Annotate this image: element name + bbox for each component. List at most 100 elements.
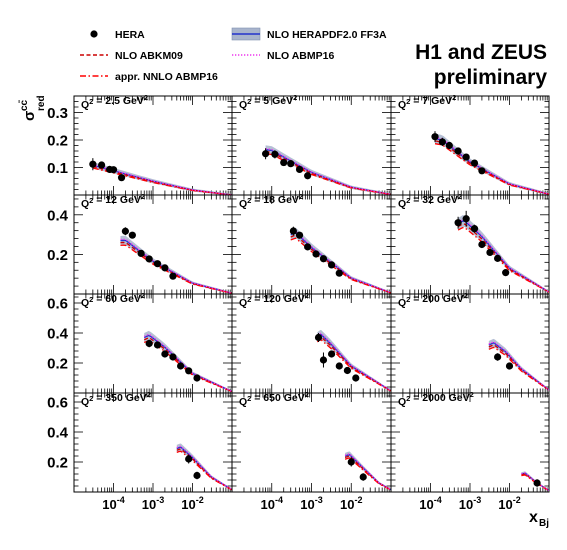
- hera-data-point: [287, 160, 295, 168]
- legend-label: NLO HERAPDF2.0 FF3A: [267, 29, 387, 41]
- hera-points: [289, 226, 343, 277]
- nlo-abmp16-line: [521, 472, 549, 492]
- y-tick-label: 0.1: [47, 160, 68, 177]
- panel-label-text: = 2000 GeV: [410, 392, 469, 404]
- panel-label-superscript: 2: [247, 394, 251, 403]
- nlo-abmp16-line: [290, 230, 391, 294]
- panel-label-superscript: 2: [293, 93, 297, 102]
- hera-data-point: [145, 255, 153, 263]
- theory-curves: [143, 330, 232, 393]
- abkm09-line: [434, 140, 549, 195]
- hera-data-point: [193, 374, 201, 382]
- panel: 0.20.40.6 Q2 = 60 GeV2: [47, 291, 233, 394]
- panel-label-text: = 650 GeV: [251, 392, 304, 404]
- y-tick-label: 0.2: [47, 455, 68, 472]
- hera-data-point: [533, 479, 541, 487]
- herapdf-central-line: [290, 231, 391, 294]
- x-tick-label-exponent: -3: [473, 495, 481, 505]
- nnlo-abmp16-line: [434, 143, 549, 195]
- hera-data-point: [319, 356, 328, 364]
- hera-data-point: [462, 215, 470, 223]
- panel-label: Q2 = 60 GeV2: [81, 291, 145, 309]
- x-axis-title-subscript: Bj: [539, 518, 549, 529]
- panel-label-text: Q: [81, 297, 89, 309]
- panel: Q2 = 200 GeV2: [390, 291, 550, 394]
- hera-data-point: [169, 272, 177, 280]
- nnlo-abmp16-line: [265, 153, 391, 195]
- nnlo-abmp16-line: [457, 226, 549, 293]
- x-tick-label: 10-2: [181, 495, 203, 512]
- herapdf-band: [120, 235, 232, 294]
- panel-label-superscript: 2: [305, 390, 309, 399]
- panel-label-superscript: 2: [89, 295, 93, 304]
- hera-data-point: [335, 362, 343, 370]
- panel-label-text: = 350 GeV: [93, 392, 146, 404]
- panel-label-superscript: 2: [89, 196, 93, 205]
- hera-data-point: [271, 150, 279, 158]
- hera-data-point: [169, 353, 177, 361]
- y-tick-label: 0.2: [47, 247, 68, 264]
- axis-labels: σcc̄ red x Bj: [18, 95, 549, 529]
- panel: 0.20.40.610-4 10-3 10-2Q2 = 350 GeV2: [47, 390, 233, 512]
- y-tick-label: 0.2: [47, 356, 68, 373]
- panel-label-superscript: 2: [406, 97, 410, 106]
- panel-frame: [231, 95, 392, 196]
- x-tick-label-exponent: -4: [434, 495, 442, 505]
- panel-frame: [390, 293, 550, 394]
- hera-data-point: [478, 240, 486, 249]
- panel-label-text: Q: [81, 198, 89, 210]
- y-tick-label: 0.2: [47, 133, 68, 150]
- hera-data-point: [153, 341, 162, 349]
- y-tick-label: 0.3: [47, 105, 68, 122]
- panel-label-text: = 5 GeV: [251, 95, 293, 107]
- panel-label-superscript: 2: [464, 291, 468, 300]
- hera-points: [494, 353, 514, 370]
- panel-label-text: = 2.5 GeV: [93, 95, 144, 107]
- hera-data-point: [319, 255, 328, 263]
- x-tick-label-exponent: -3: [156, 495, 164, 505]
- panel-label-superscript: 2: [299, 192, 303, 201]
- nnlo-abmp16-line: [92, 167, 232, 195]
- x-tick-label: 10-4: [419, 495, 441, 512]
- y-tick-label: 0.4: [47, 425, 69, 442]
- panel: Q2 = 7 GeV2: [390, 93, 550, 196]
- panel-label-text: = 200 GeV: [410, 293, 463, 305]
- panel-label: Q2 = 650 GeV2: [239, 390, 309, 408]
- panel-label-superscript: 2: [452, 93, 456, 102]
- panel-label-text: = 32 GeV: [410, 194, 458, 206]
- hera-points: [145, 339, 201, 382]
- panel-label: Q2 = 7 GeV2: [398, 93, 456, 111]
- abkm09-line: [488, 344, 549, 391]
- herapdf-band: [265, 145, 391, 195]
- hera-data-point: [161, 350, 169, 358]
- panel: 0.20.4Q2 = 12 GeV2: [47, 192, 233, 295]
- herapdf-band: [290, 227, 391, 294]
- panel: Q2 = 120 GeV2: [231, 291, 392, 394]
- panel-frame: [390, 392, 550, 493]
- hera-data-point: [470, 225, 479, 233]
- hera-points: [347, 457, 367, 481]
- abkm09-line: [265, 150, 391, 195]
- panel-label-superscript: 2: [89, 97, 93, 106]
- panel-label-text: Q: [398, 198, 406, 210]
- panel-label: Q2 = 12 GeV2: [81, 192, 145, 210]
- panel-label-superscript: 2: [141, 291, 145, 300]
- hera-data-point: [161, 264, 169, 272]
- y-tick-label: 0.4: [47, 326, 69, 343]
- hera-data-point: [327, 350, 336, 358]
- hera-data-point: [117, 174, 126, 182]
- hera-points: [261, 148, 312, 180]
- legend-item: HERA: [90, 29, 145, 41]
- y-tick-label: 0.6: [47, 395, 68, 412]
- hera-data-point: [454, 219, 462, 227]
- theory-curves: [344, 451, 391, 491]
- x-tick-label-exponent: -4: [117, 495, 125, 505]
- nlo-abmp16-line: [265, 148, 391, 195]
- panel-label-superscript: 2: [305, 291, 309, 300]
- hera-data-point: [121, 227, 129, 235]
- panel-label: Q2 = 32 GeV2: [398, 192, 462, 210]
- herapdf-central-line: [434, 137, 549, 195]
- nlo-abmp16-line: [488, 341, 549, 391]
- panel-label-superscript: 2: [458, 192, 462, 201]
